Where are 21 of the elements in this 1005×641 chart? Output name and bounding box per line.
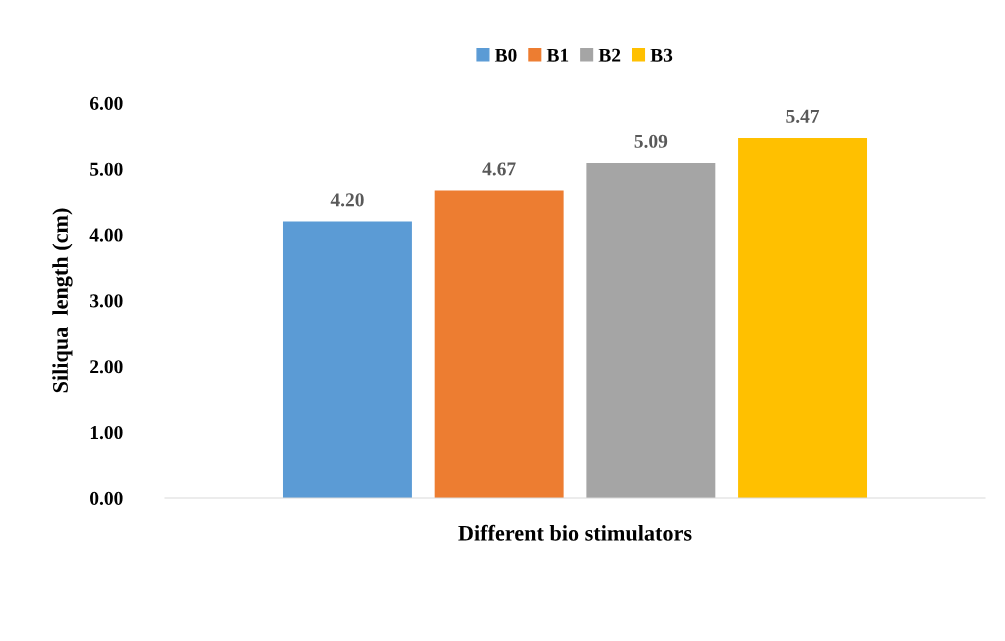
y-tick-label: 1.00	[90, 425, 123, 440]
bar	[738, 137, 868, 498]
y-axis-title: Siliqua length (cm)	[52, 208, 73, 393]
y-tick-label: 0.00	[90, 491, 123, 506]
legend-label: B0	[494, 48, 517, 62]
y-tick-label: 2.00	[90, 360, 123, 374]
bar	[434, 190, 564, 498]
bar	[586, 162, 716, 498]
data-label: 5.09	[634, 134, 668, 148]
y-tick-label: 3.00	[90, 294, 123, 308]
data-label: 5.47	[786, 109, 820, 123]
data-label: 4.20	[330, 193, 364, 207]
bar	[282, 221, 412, 498]
y-tick-label: 6.00	[89, 96, 123, 111]
legend-label: B2	[598, 48, 621, 62]
data-label: 4.67	[482, 162, 516, 176]
x-axis-title: Different bio stimulators	[458, 524, 692, 541]
legend-label: B1	[546, 48, 569, 62]
y-tick-label: 5.00	[90, 162, 123, 176]
legend-label: B3	[650, 48, 673, 62]
y-tick-label: 4.00	[89, 228, 123, 242]
